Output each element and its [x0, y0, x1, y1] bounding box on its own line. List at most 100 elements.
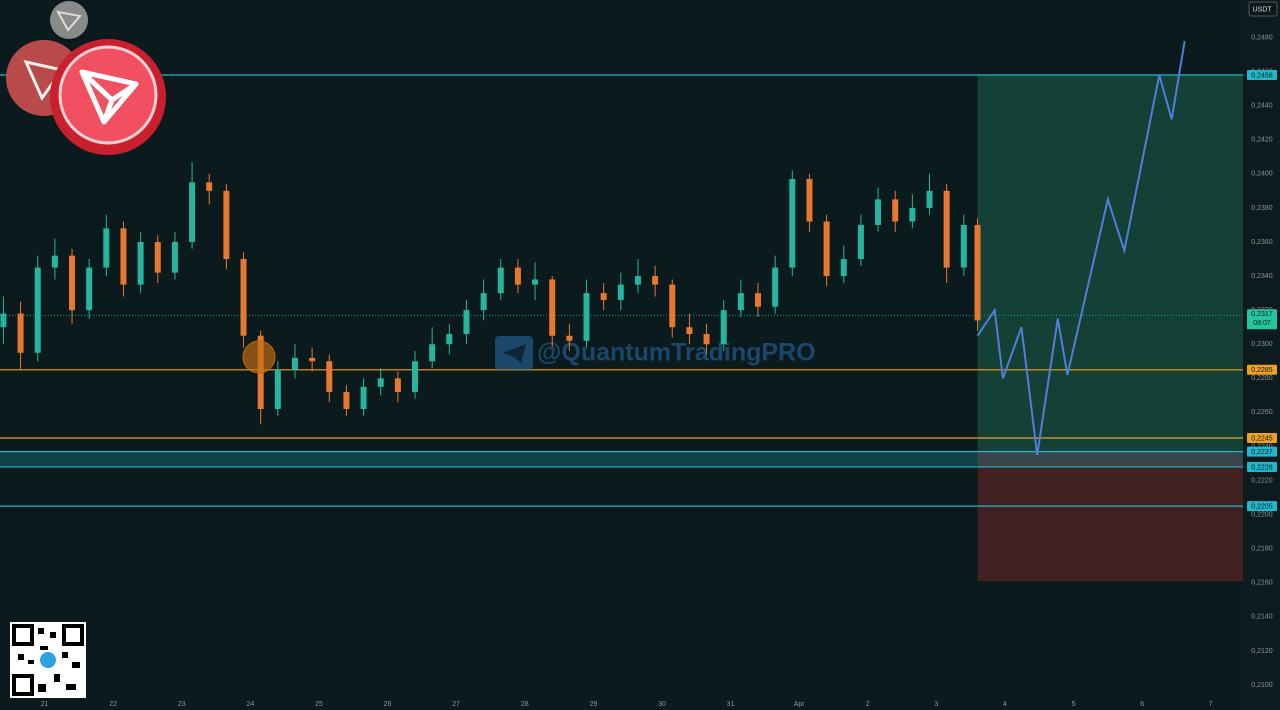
- price-axis: [1243, 0, 1280, 710]
- current-price-label: 0,2317: [1251, 311, 1273, 318]
- y-tick-label: 0,2140: [1251, 614, 1273, 621]
- candle-body: [892, 199, 899, 222]
- candle-body: [532, 279, 539, 285]
- y-tick-label: 0,2480: [1251, 34, 1273, 41]
- y-tick-label: 0,2220: [1251, 477, 1273, 484]
- y-tick-label: 0,2100: [1251, 682, 1273, 689]
- candle-body: [274, 369, 281, 409]
- candle-body: [206, 182, 213, 191]
- level-label: 0,2228: [1251, 464, 1273, 471]
- y-tick-label: 0,2400: [1251, 171, 1273, 178]
- candle-body: [600, 293, 607, 300]
- x-tick-label: 25: [315, 701, 323, 708]
- level-label: 0,2285: [1251, 367, 1273, 374]
- level-label: 0,2205: [1251, 503, 1273, 510]
- candle-body: [429, 344, 436, 362]
- x-tick-label: 31: [727, 701, 735, 708]
- watermark: @QuantumTradingPRO: [495, 336, 816, 370]
- level-label-box: [1247, 501, 1277, 512]
- candle-body: [446, 334, 453, 345]
- level-label-box: [1247, 69, 1277, 80]
- candle-body: [412, 361, 419, 392]
- candle-body: [51, 255, 58, 268]
- candle-body: [909, 207, 916, 222]
- y-tick-label: 0,2300: [1251, 341, 1273, 348]
- y-tick-label: 0,2180: [1251, 546, 1273, 553]
- currency-box[interactable]: [1248, 1, 1278, 17]
- candle-body: [806, 178, 813, 222]
- candle-body: [974, 224, 981, 321]
- x-tick-label: Apr: [794, 701, 806, 708]
- level-label: 0,2458: [1251, 72, 1273, 79]
- x-tick-label: 30: [658, 701, 666, 708]
- x-tick-label: 5: [1072, 701, 1076, 708]
- candle-body: [737, 293, 744, 311]
- y-tick-label: 0,2340: [1251, 273, 1273, 280]
- candle-body: [137, 241, 144, 285]
- candle-body: [926, 190, 933, 208]
- candle-body: [377, 378, 384, 387]
- candle-body: [634, 276, 641, 285]
- candle-body: [480, 293, 487, 311]
- candle-body: [343, 391, 350, 409]
- candle-body: [463, 310, 470, 335]
- x-tick-label: 21: [41, 701, 49, 708]
- candle-body: [755, 293, 762, 307]
- candle-body: [103, 228, 110, 268]
- candle-body: [34, 267, 41, 353]
- candle-body: [514, 267, 521, 285]
- candle-body: [120, 228, 127, 285]
- level-label: 0,2245: [1251, 435, 1273, 442]
- y-tick-label: 0,2260: [1251, 409, 1273, 416]
- candle-body: [171, 241, 178, 273]
- candle-body: [583, 293, 590, 341]
- candle-body: [875, 199, 882, 225]
- candle-body: [652, 276, 659, 285]
- y-tick-label: 0,2160: [1251, 580, 1273, 587]
- current-price-time: 08:07: [1253, 320, 1271, 327]
- x-tick-label: 29: [589, 701, 597, 708]
- candle-body: [549, 279, 556, 336]
- currency-label[interactable]: USDT: [1252, 6, 1272, 13]
- x-tick-label: 7: [1209, 701, 1213, 708]
- candle-body: [154, 241, 161, 273]
- level-label-box: [1247, 461, 1277, 472]
- annotation-circle: [242, 340, 276, 374]
- candle-body: [823, 221, 830, 277]
- candle-body: [857, 224, 864, 260]
- level-label-box: [1247, 364, 1277, 375]
- currency-button[interactable]: USDT: [1248, 1, 1278, 17]
- candle-body: [291, 357, 298, 370]
- candle-body: [720, 310, 727, 345]
- candle-body: [686, 327, 693, 335]
- x-tick-label: 22: [109, 701, 117, 708]
- stop-zone: [977, 451, 1243, 582]
- x-tick-label: 6: [1140, 701, 1144, 708]
- level-label-box: [1247, 432, 1277, 443]
- candles: [0, 40, 1186, 456]
- candle-body: [17, 313, 24, 353]
- coin-symbol: [56, 10, 82, 32]
- level-band: [0, 451, 1243, 467]
- current-price-box: [1247, 309, 1277, 330]
- level-label: 0,2237: [1251, 449, 1273, 456]
- candle-body: [189, 182, 196, 242]
- x-tick-label: 28: [521, 701, 529, 708]
- qr-finder: [12, 624, 34, 646]
- candle-body: [326, 361, 333, 392]
- coin-small: [50, 1, 88, 39]
- candle-body: [703, 334, 710, 345]
- zones: [977, 74, 1243, 582]
- qr-modules: [18, 628, 80, 692]
- candle-body: [86, 267, 93, 311]
- candle-body: [360, 386, 367, 409]
- x-tick-label: 4: [1003, 701, 1007, 708]
- candle-body: [497, 267, 504, 294]
- candle-body: [840, 259, 847, 277]
- y-tick-label: 0,2120: [1251, 648, 1273, 655]
- candle-body: [789, 178, 796, 268]
- y-tick-label: 0,2380: [1251, 205, 1273, 212]
